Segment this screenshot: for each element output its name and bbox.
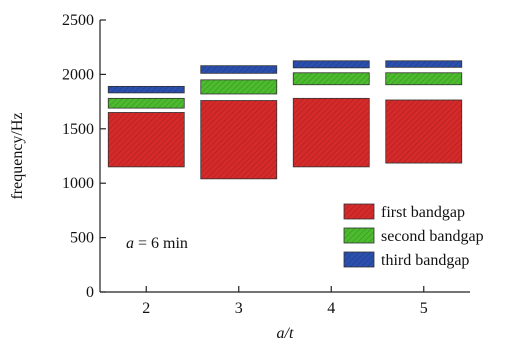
- legend-label: first bandgap: [381, 204, 465, 221]
- legend-swatch-hatch: [344, 204, 374, 219]
- bandgap-bar: [200, 100, 278, 180]
- annotation: a = 6 min: [126, 235, 188, 252]
- bandgap-bar: [107, 97, 185, 109]
- bandgap-bar-hatch: [200, 79, 277, 94]
- legend: first bandgap second bandgap third bandgap: [343, 203, 484, 269]
- bandgap-bar: [385, 72, 463, 86]
- x-tick-label: 2: [142, 300, 150, 317]
- x-tick-label: 4: [327, 300, 335, 317]
- x-tick-label: 3: [235, 300, 243, 317]
- x-ticks: 2 3 4 5: [142, 286, 428, 317]
- legend-item: first bandgap: [343, 203, 465, 221]
- bandgap-bar: [200, 65, 278, 74]
- bandgap-bar: [107, 112, 185, 168]
- y-tick-label: 0: [86, 284, 94, 301]
- plot-area: [107, 60, 463, 180]
- y-axis-label: frequency/Hz: [9, 112, 26, 199]
- legend-label: third bandgap: [381, 252, 469, 269]
- bandgap-bar: [385, 60, 463, 68]
- bandgap-bar-hatch: [293, 72, 370, 85]
- bandgap-bar-hatch: [385, 60, 462, 68]
- bandgap-bar-hatch: [108, 86, 185, 93]
- legend-swatch-hatch: [344, 252, 374, 267]
- annotation-var: a: [126, 235, 134, 252]
- y-tick-label: 500: [70, 230, 94, 247]
- x-tick-label: 5: [420, 300, 428, 317]
- bandgap-bar: [385, 99, 463, 164]
- y-ticks: 0 500 1000 1500 2000 2500: [62, 12, 106, 301]
- y-tick-label: 2000: [62, 66, 94, 83]
- bandgap-bar-hatch: [200, 100, 277, 179]
- y-tick-label: 1500: [62, 121, 94, 138]
- bandgap-bar: [200, 79, 278, 95]
- bandgap-bar: [292, 72, 370, 86]
- x-axis-label: a/t: [277, 325, 294, 342]
- legend-label: second bandgap: [381, 228, 484, 245]
- legend-item: second bandgap: [343, 227, 484, 245]
- y-tick-label: 1000: [62, 175, 94, 192]
- bandgap-bar-hatch: [200, 65, 277, 74]
- bandgap-bar-hatch: [385, 72, 462, 85]
- bandgap-bar-hatch: [108, 98, 185, 109]
- bandgap-bar: [107, 85, 185, 94]
- y-tick-label: 2500: [62, 12, 94, 29]
- bandgap-bar-hatch: [385, 99, 462, 164]
- legend-swatch-hatch: [344, 228, 374, 243]
- bandgap-bar-hatch: [108, 112, 185, 167]
- bandgap-bar-hatch: [293, 60, 370, 68]
- bandgap-bar: [292, 97, 370, 168]
- bandgap-bar-hatch: [293, 98, 370, 167]
- legend-item: third bandgap: [343, 251, 469, 269]
- annotation-text: = 6 min: [134, 235, 188, 252]
- bandgap-bar: [292, 60, 370, 69]
